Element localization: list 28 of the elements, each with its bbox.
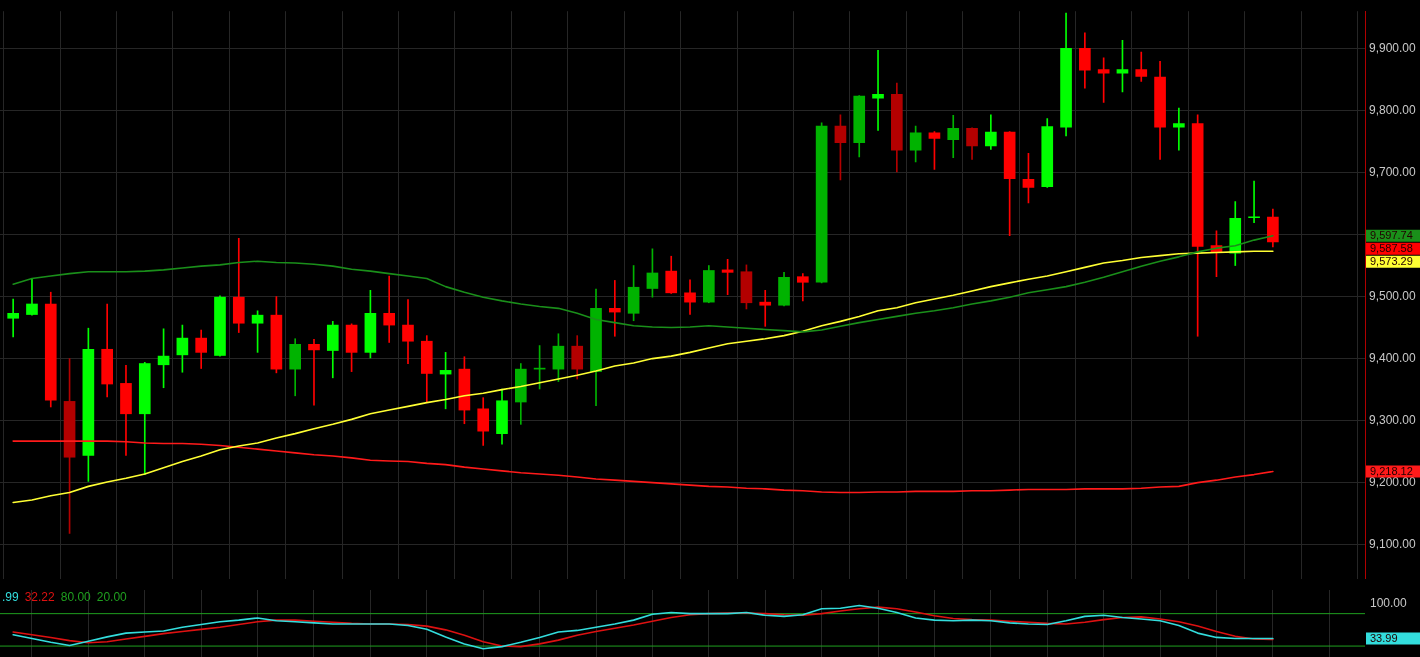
candlestick bbox=[1248, 180, 1260, 224]
text: 9,218.12 bbox=[1370, 465, 1413, 478]
candlestick bbox=[1173, 107, 1185, 151]
candlestick bbox=[402, 299, 414, 364]
text: 9,573.29 bbox=[1370, 255, 1413, 268]
candlestick bbox=[797, 273, 809, 302]
text: 32.22 bbox=[24, 590, 56, 605]
y-tick-label: 9,300.00 bbox=[1369, 412, 1417, 427]
candlestick bbox=[759, 290, 772, 327]
text: 9,587.58 bbox=[1370, 242, 1413, 255]
candlestick bbox=[872, 49, 884, 131]
y-tick-label: 9,100.00 bbox=[1369, 536, 1417, 551]
candlestick bbox=[608, 280, 621, 337]
y-tick-label: 9,400.00 bbox=[1369, 350, 1417, 365]
text: 20.00 bbox=[96, 590, 128, 605]
y-tick-label: 9,800.00 bbox=[1369, 102, 1417, 117]
y-tick-label: 9,500.00 bbox=[1369, 288, 1417, 303]
candlestick bbox=[7, 298, 19, 338]
y-tick-label: 9,900.00 bbox=[1369, 40, 1417, 55]
candlestick bbox=[383, 275, 396, 343]
text: 80.00 bbox=[60, 590, 92, 605]
y-tick-label: 9,700.00 bbox=[1369, 164, 1417, 179]
text: 100.00 bbox=[1370, 596, 1408, 611]
candlestick bbox=[308, 339, 320, 406]
text: .99 bbox=[2, 590, 20, 605]
text: 33.99 bbox=[1370, 632, 1398, 645]
text: 9,597.74 bbox=[1370, 229, 1413, 242]
candlestick bbox=[1135, 51, 1148, 82]
